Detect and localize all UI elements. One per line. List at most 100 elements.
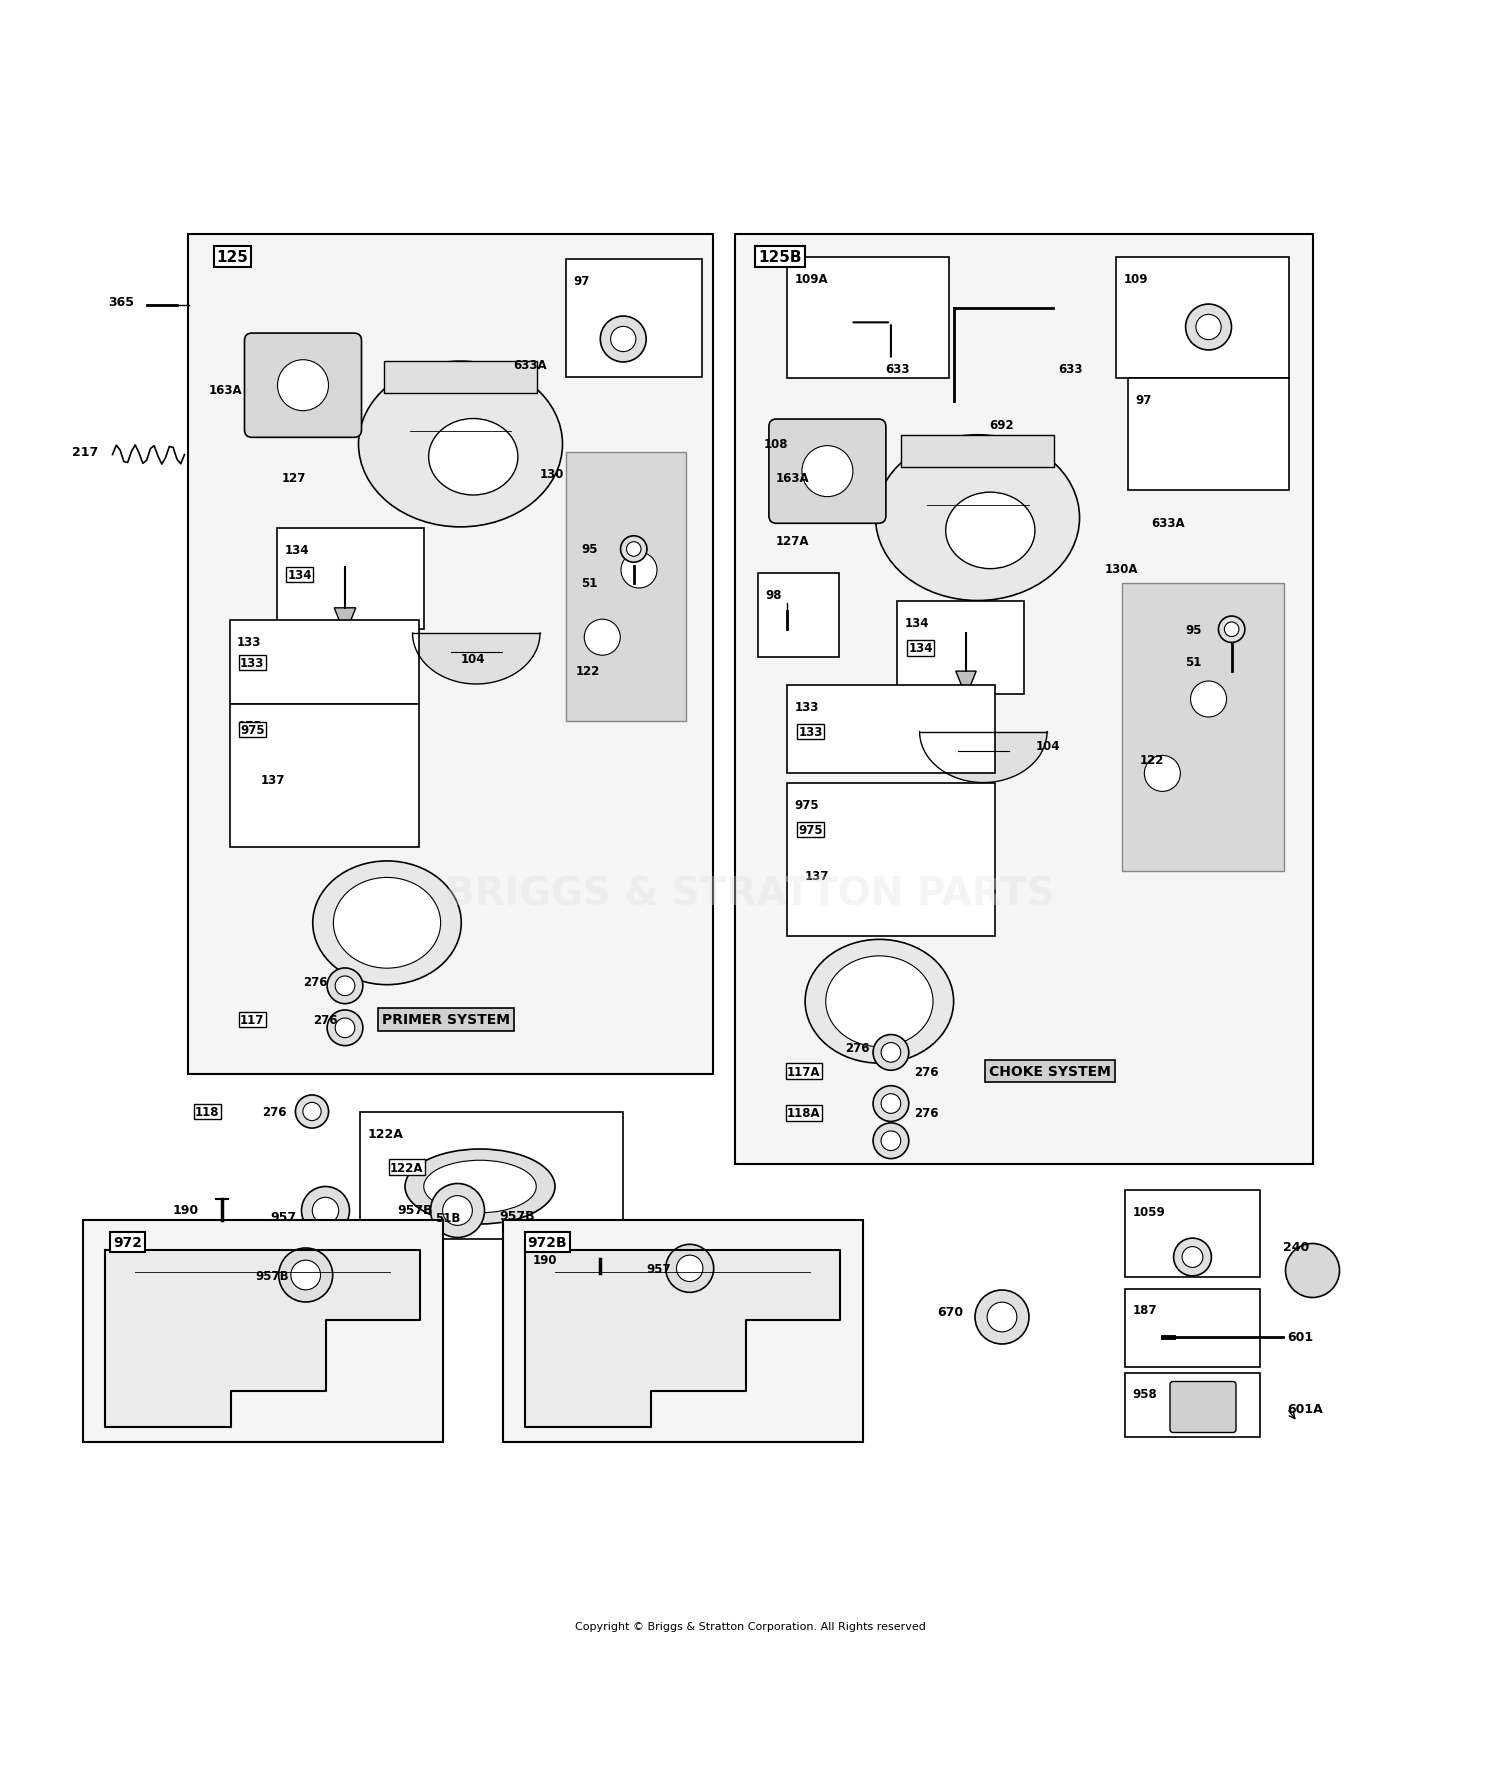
- Ellipse shape: [358, 361, 562, 528]
- Ellipse shape: [333, 878, 441, 968]
- Circle shape: [312, 1197, 339, 1224]
- Circle shape: [621, 553, 657, 589]
- Polygon shape: [105, 1251, 420, 1426]
- Bar: [1122, 583, 1284, 871]
- Circle shape: [608, 463, 628, 485]
- Text: 633A: 633A: [1150, 517, 1185, 530]
- Circle shape: [296, 1095, 328, 1129]
- Text: 133: 133: [240, 657, 264, 669]
- Text: 122: 122: [1140, 753, 1164, 766]
- Text: 957B: 957B: [398, 1202, 433, 1217]
- Text: 137: 137: [261, 775, 285, 787]
- Text: 276: 276: [914, 1107, 939, 1120]
- Text: 163A: 163A: [776, 472, 808, 485]
- Circle shape: [802, 447, 853, 497]
- Text: 51: 51: [1185, 657, 1202, 669]
- Text: 109: 109: [1124, 274, 1148, 286]
- Bar: [82, 1220, 442, 1442]
- Text: Copyright © Briggs & Stratton Corporation. All Rights reserved: Copyright © Briggs & Stratton Corporatio…: [574, 1621, 926, 1632]
- Text: 51: 51: [580, 576, 597, 590]
- Polygon shape: [525, 1251, 840, 1426]
- Text: 957B: 957B: [500, 1209, 536, 1222]
- Circle shape: [597, 454, 639, 494]
- Text: 692: 692: [988, 419, 1014, 431]
- Ellipse shape: [876, 435, 1080, 601]
- Bar: [360, 1113, 622, 1240]
- Bar: [230, 705, 419, 848]
- Text: 975: 975: [798, 823, 824, 835]
- Text: 134: 134: [904, 617, 928, 630]
- Circle shape: [303, 1102, 321, 1122]
- Circle shape: [1224, 623, 1239, 637]
- Text: 958: 958: [1132, 1388, 1158, 1401]
- FancyBboxPatch shape: [1170, 1381, 1236, 1433]
- Polygon shape: [334, 608, 356, 635]
- Text: 133: 133: [795, 701, 819, 714]
- Circle shape: [1196, 315, 1221, 340]
- Text: 130A: 130A: [1104, 564, 1138, 576]
- Circle shape: [1182, 1247, 1203, 1268]
- Circle shape: [666, 1245, 714, 1293]
- Text: 98: 98: [765, 589, 782, 603]
- Text: 122A: 122A: [390, 1161, 423, 1174]
- Bar: [758, 574, 839, 658]
- Circle shape: [880, 1095, 900, 1115]
- Text: 1059: 1059: [1132, 1204, 1166, 1218]
- Ellipse shape: [405, 1149, 555, 1224]
- Text: 633: 633: [1059, 363, 1083, 376]
- Text: 104: 104: [1035, 739, 1060, 753]
- Bar: [503, 1220, 862, 1442]
- FancyBboxPatch shape: [244, 335, 362, 438]
- Text: 601: 601: [1287, 1331, 1312, 1344]
- Circle shape: [279, 1249, 333, 1302]
- Ellipse shape: [429, 419, 518, 496]
- Bar: [1125, 1190, 1260, 1277]
- Text: 134: 134: [285, 544, 309, 556]
- Polygon shape: [920, 732, 1047, 784]
- Circle shape: [600, 317, 646, 363]
- Circle shape: [880, 1131, 900, 1150]
- Bar: [566, 453, 686, 721]
- Bar: [735, 234, 1312, 1165]
- Text: 117A: 117A: [788, 1064, 820, 1079]
- Circle shape: [1185, 304, 1231, 351]
- Text: 972B: 972B: [528, 1236, 567, 1249]
- Circle shape: [676, 1256, 703, 1283]
- Text: 122A: 122A: [368, 1127, 404, 1140]
- Text: 633: 633: [885, 363, 909, 376]
- Circle shape: [1191, 682, 1227, 717]
- Text: 117: 117: [240, 1013, 264, 1027]
- Text: 163A: 163A: [209, 383, 242, 397]
- Text: 975: 975: [240, 725, 264, 737]
- Text: 975: 975: [237, 719, 261, 733]
- Text: 127A: 127A: [776, 535, 808, 547]
- Circle shape: [585, 619, 621, 657]
- Circle shape: [873, 1123, 909, 1159]
- Ellipse shape: [806, 939, 954, 1063]
- Text: 51B: 51B: [435, 1211, 460, 1224]
- Circle shape: [430, 1184, 484, 1238]
- Circle shape: [302, 1186, 350, 1234]
- Text: 601A: 601A: [1287, 1403, 1323, 1415]
- Bar: [788, 784, 994, 937]
- Text: 97: 97: [1136, 394, 1152, 406]
- FancyBboxPatch shape: [770, 420, 886, 524]
- Circle shape: [873, 1036, 909, 1070]
- Text: 134: 134: [288, 569, 312, 581]
- Polygon shape: [956, 671, 976, 698]
- Text: 133: 133: [798, 726, 824, 739]
- Circle shape: [627, 542, 640, 556]
- Text: 97: 97: [573, 276, 590, 288]
- Text: 130: 130: [540, 467, 564, 481]
- Text: 190: 190: [172, 1202, 198, 1217]
- Text: 217: 217: [72, 445, 99, 458]
- Bar: [384, 361, 537, 394]
- Text: 118: 118: [195, 1106, 219, 1118]
- Circle shape: [327, 968, 363, 1004]
- Text: 276: 276: [314, 1013, 338, 1027]
- Circle shape: [1286, 1243, 1340, 1297]
- Ellipse shape: [423, 1161, 537, 1213]
- Text: 127: 127: [282, 472, 306, 485]
- Text: 975: 975: [795, 798, 819, 810]
- Ellipse shape: [945, 494, 1035, 569]
